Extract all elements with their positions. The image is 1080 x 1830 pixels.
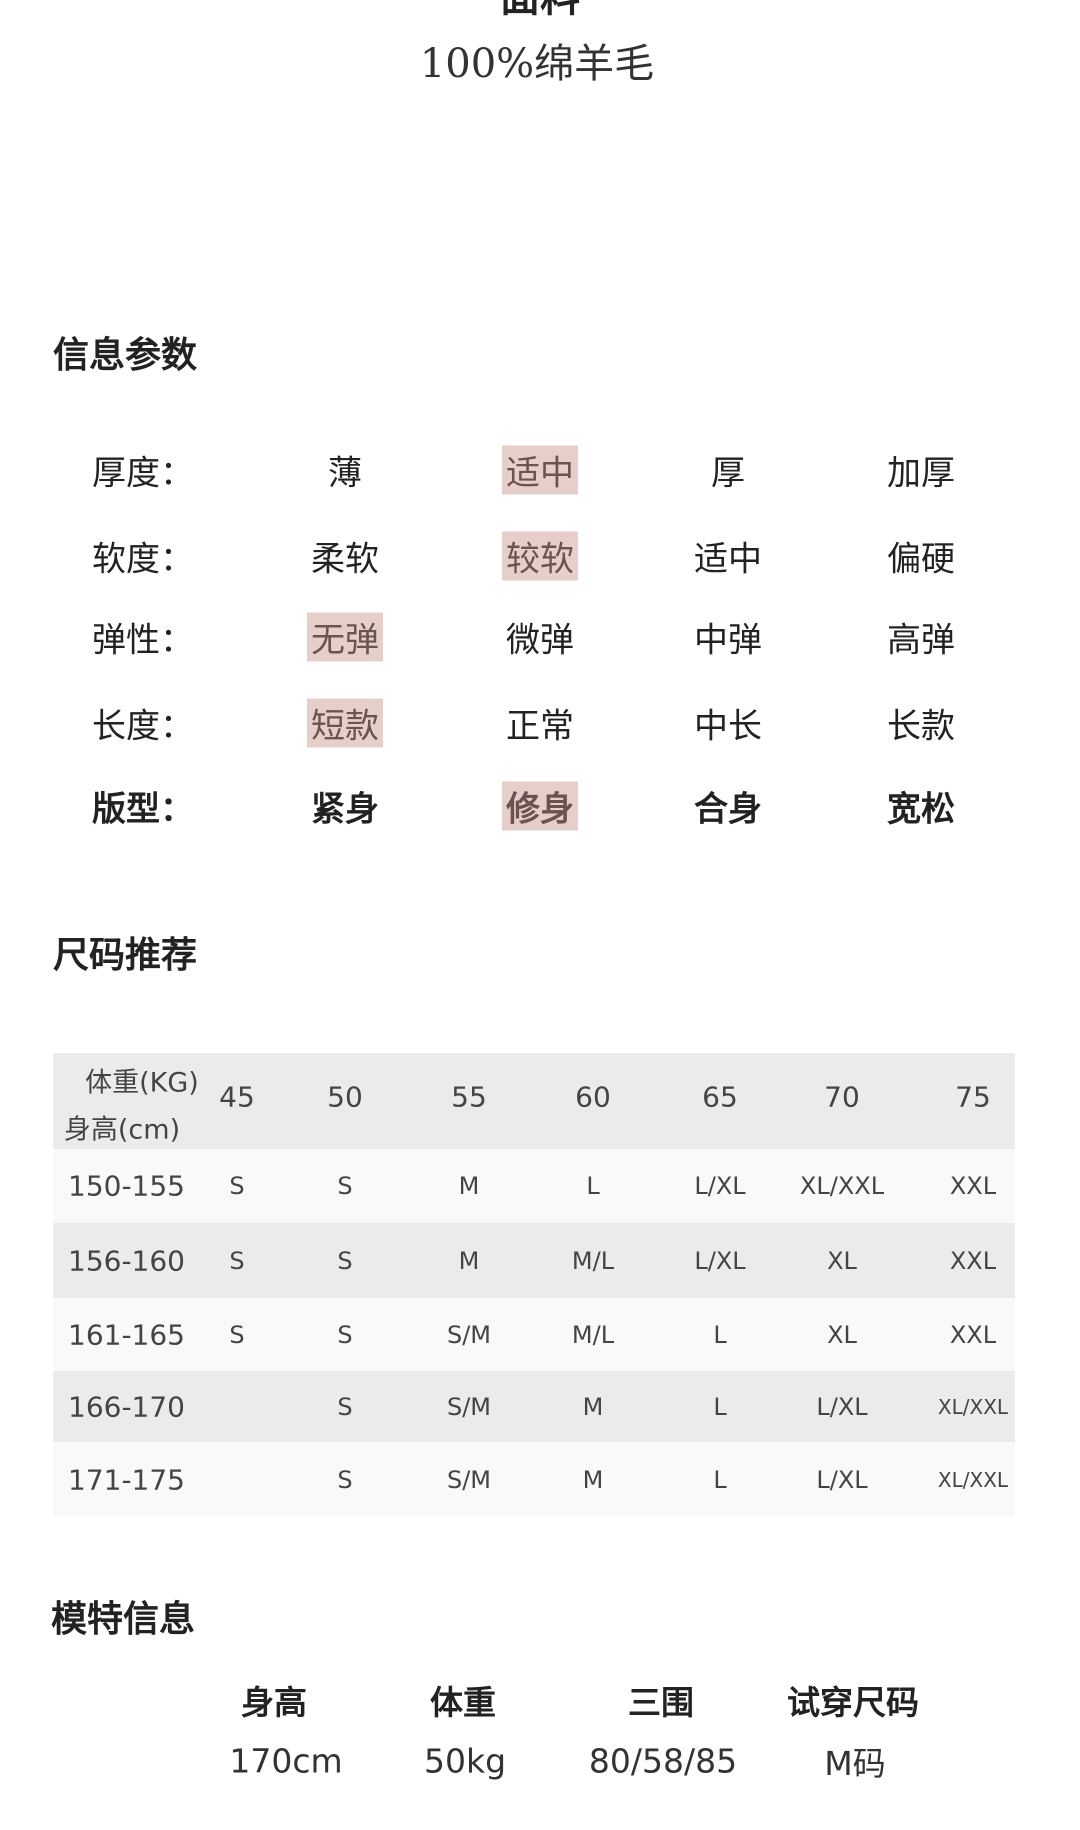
model-header: 体重 <box>430 1683 496 1722</box>
param-option: 微弹 <box>506 620 574 661</box>
size-cell: XL <box>827 1320 857 1349</box>
param-option: 适中 <box>502 445 578 495</box>
table-row <box>53 1298 1015 1371</box>
param-option: 短款 <box>307 698 383 748</box>
model-value: M码 <box>824 1744 886 1783</box>
size-cell: S <box>337 1465 353 1494</box>
table-row <box>53 1223 1015 1298</box>
height-cell: 150-155 <box>68 1169 185 1203</box>
model-value: 50kg <box>423 1741 507 1781</box>
table-row <box>53 1442 1015 1517</box>
size-cell: M <box>582 1465 604 1494</box>
size-cell: XL/XXL <box>937 1394 1009 1419</box>
size-cell: XL/XXL <box>937 1467 1009 1492</box>
size-cell: S <box>337 1172 353 1200</box>
param-label: 长度： <box>92 706 194 747</box>
model-header: 三围 <box>628 1683 694 1722</box>
size-cell: L/XL <box>816 1392 868 1421</box>
param-option: 无弹 <box>307 612 383 662</box>
param-option: 中弹 <box>694 620 762 661</box>
size-cell: XXL <box>949 1320 997 1349</box>
param-option: 柔软 <box>311 539 379 580</box>
size-cell: L/XL <box>694 1246 746 1275</box>
size-cell: M/L <box>571 1320 615 1349</box>
size-cell: S/M <box>446 1320 492 1349</box>
size-cell: S <box>337 1320 353 1349</box>
param-label: 版型： <box>92 789 194 830</box>
param-option: 中长 <box>694 706 762 747</box>
size-cell: M <box>458 1246 480 1275</box>
size-cell: L <box>713 1392 727 1421</box>
size-cell: S <box>229 1320 245 1349</box>
section-title: 面料 <box>500 0 580 23</box>
size-cell: S <box>229 1172 245 1200</box>
weight-header: 70 <box>824 1080 860 1114</box>
size-cell: XXL <box>949 1246 997 1275</box>
size-cell: M <box>458 1172 480 1200</box>
height-cell: 171-175 <box>68 1463 185 1496</box>
param-label: 软度： <box>92 539 194 580</box>
size-cell: L/XL <box>816 1465 868 1494</box>
weight-header: 75 <box>955 1080 991 1114</box>
size-cell: S/M <box>446 1392 492 1421</box>
param-option: 偏硬 <box>887 539 955 580</box>
table-row <box>53 1371 1015 1442</box>
table-header: 体重(KG) <box>85 1067 199 1099</box>
param-option: 较软 <box>502 531 578 581</box>
weight-header: 65 <box>702 1080 738 1114</box>
size-cell: L <box>713 1320 727 1349</box>
weight-header: 45 <box>219 1080 255 1114</box>
size-cell: M <box>582 1392 604 1421</box>
weight-header: 50 <box>327 1080 363 1114</box>
fabric-value: 100%绵羊毛 <box>419 41 655 87</box>
height-cell: 166-170 <box>68 1390 185 1423</box>
param-option: 厚 <box>711 453 745 494</box>
model-value: 170cm <box>229 1741 343 1781</box>
size-cell: S/M <box>446 1465 492 1494</box>
param-option: 紧身 <box>311 789 379 830</box>
height-cell: 156-160 <box>68 1244 185 1277</box>
table-row <box>53 1149 1015 1223</box>
size-cell: L/XL <box>694 1172 746 1200</box>
section-title: 模特信息 <box>51 1599 196 1640</box>
size-cell: S <box>337 1392 353 1421</box>
size-cell: XXL <box>949 1172 997 1200</box>
param-option: 长款 <box>887 706 955 747</box>
section-title: 信息参数 <box>53 335 198 376</box>
weight-header: 55 <box>451 1080 487 1114</box>
size-cell: L <box>713 1465 727 1494</box>
model-header: 身高 <box>241 1683 307 1722</box>
size-cell: M/L <box>571 1246 615 1275</box>
weight-header: 60 <box>575 1080 611 1114</box>
param-option: 适中 <box>694 539 762 580</box>
param-option: 薄 <box>328 453 362 494</box>
height-cell: 161-165 <box>68 1318 185 1351</box>
param-option: 合身 <box>694 789 762 830</box>
model-header: 试穿尺码 <box>787 1683 919 1722</box>
param-option: 加厚 <box>887 453 955 494</box>
param-label: 弹性： <box>92 620 194 661</box>
table-row <box>53 1053 1015 1149</box>
size-cell: L <box>586 1172 600 1200</box>
size-cell: S <box>229 1246 245 1275</box>
param-option: 宽松 <box>887 789 955 830</box>
section-title: 尺码推荐 <box>53 935 198 976</box>
param-label: 厚度： <box>92 453 194 494</box>
size-cell: XL/XXL <box>799 1172 885 1200</box>
param-option: 高弹 <box>887 620 955 661</box>
param-option: 修身 <box>502 781 578 831</box>
size-cell: S <box>337 1246 353 1275</box>
size-cell: XL <box>827 1246 857 1275</box>
param-option: 正常 <box>506 706 574 747</box>
model-value: 80/58/85 <box>588 1741 738 1781</box>
table-header: 身高(cm) <box>63 1114 181 1146</box>
